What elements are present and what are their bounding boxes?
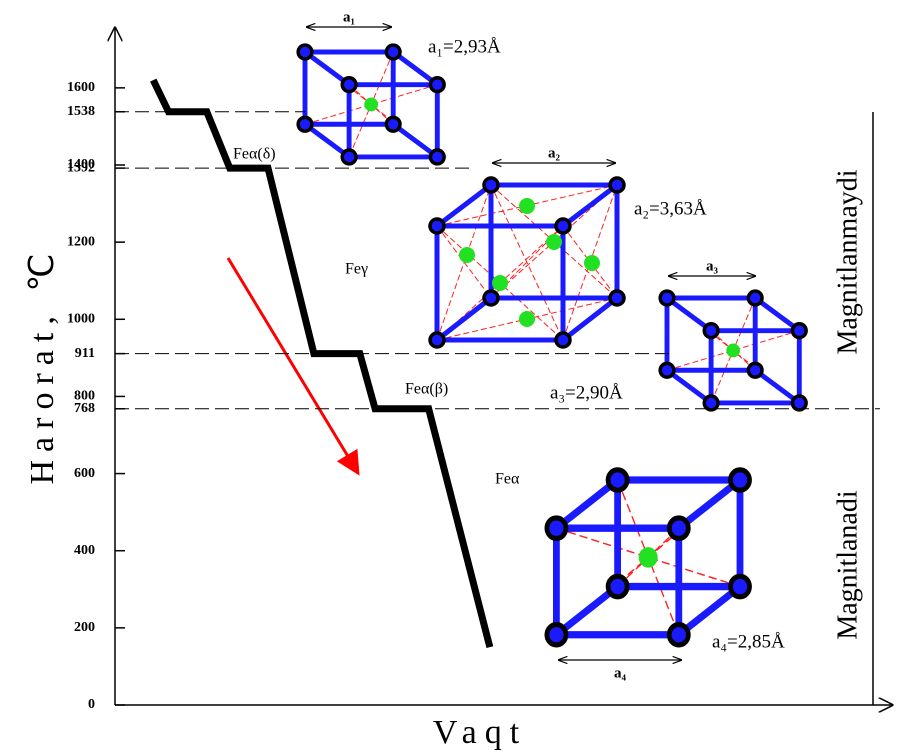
y-tick-label: 800 bbox=[74, 389, 95, 404]
region-label: Magnitlanadi bbox=[832, 490, 863, 640]
y-tick-label: 1200 bbox=[67, 234, 95, 249]
lattice-edge: a₃ bbox=[706, 258, 719, 274]
y-tick-label: 200 bbox=[74, 620, 95, 635]
y-tick-label: 1538 bbox=[67, 104, 95, 119]
y-tick-label: 0 bbox=[88, 697, 95, 712]
phase-label: Feα bbox=[495, 471, 520, 488]
chart: Harorat, ℃ Vaqt Feα(δ) Feγ Feα(β) Feα a₁… bbox=[0, 0, 899, 753]
y-tick-label: 1400 bbox=[67, 157, 95, 172]
lattice-parameter: a₂=3,63Å bbox=[634, 198, 707, 219]
lattice-parameter: a₄=2,85Å bbox=[712, 631, 785, 652]
axes bbox=[115, 28, 892, 705]
y-tick-label: 1000 bbox=[67, 312, 95, 327]
lattice-edge: a₁ bbox=[343, 9, 355, 25]
lattice-edge: a₂ bbox=[548, 145, 561, 161]
x-axis-label: Vaqt bbox=[433, 714, 527, 751]
y-axis-label: Harorat, ℃ bbox=[24, 245, 61, 484]
lattice-edge: a₄ bbox=[614, 665, 627, 681]
y-tick-label: 600 bbox=[74, 466, 95, 481]
region-label: Magnitlanmaydi bbox=[832, 169, 863, 354]
lattice-parameter: a₁=2,93Å bbox=[428, 36, 501, 57]
phase-label: Feγ bbox=[345, 261, 368, 278]
y-tick-label: 400 bbox=[74, 543, 95, 558]
y-tick-label: 1600 bbox=[67, 80, 95, 95]
lattice-cubes bbox=[298, 27, 806, 660]
y-tick-label: 911 bbox=[75, 346, 95, 361]
lattice-parameter: a₃=2,90Å bbox=[550, 382, 623, 403]
phase-label: Feα(δ) bbox=[233, 146, 276, 163]
phase-label: Feα(β) bbox=[405, 381, 448, 398]
cooling-arrow bbox=[228, 258, 358, 473]
